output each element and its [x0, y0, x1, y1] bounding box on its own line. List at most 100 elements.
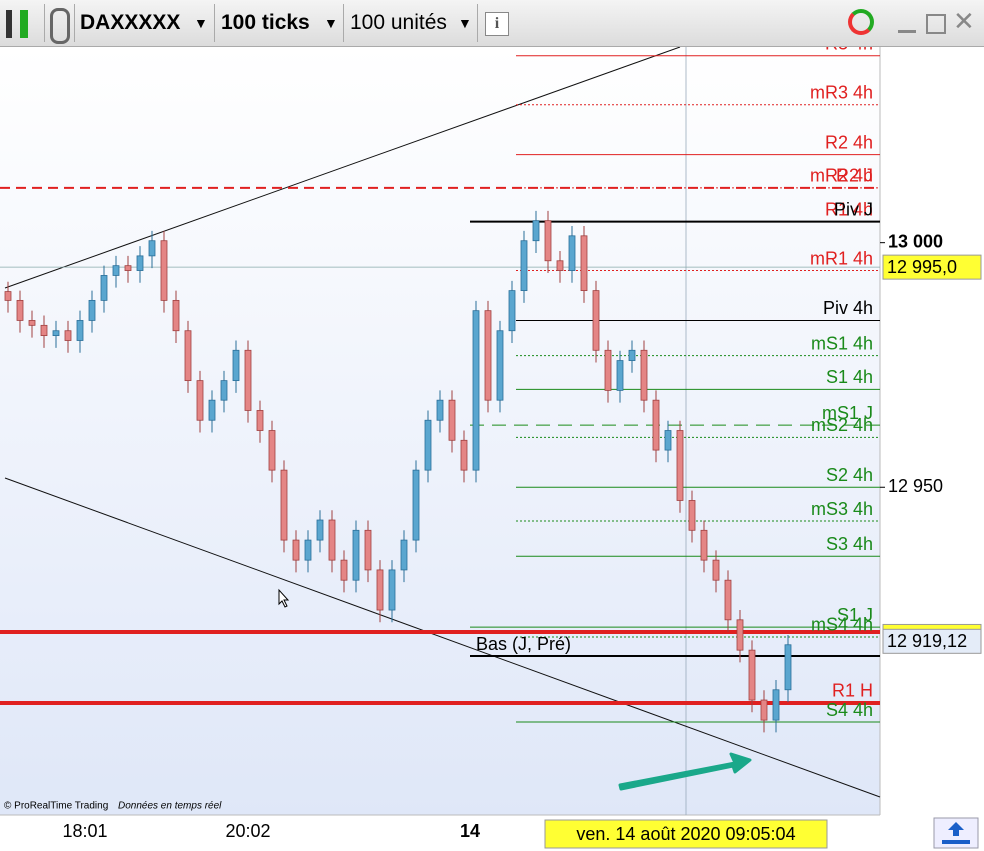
- candle-body: [124, 265, 132, 271]
- copyright: © ProRealTime Trading: [4, 801, 108, 812]
- minimize[interactable]: [898, 30, 916, 33]
- candle-body: [88, 299, 96, 321]
- candle-icon[interactable]: [6, 10, 42, 38]
- link-icon[interactable]: [50, 8, 70, 44]
- candle-body: [412, 469, 420, 541]
- candle-body: [172, 299, 180, 332]
- candle-body: [760, 699, 768, 721]
- candle-body: [376, 569, 384, 611]
- candle-body: [460, 439, 468, 471]
- scroll-icon: [942, 822, 970, 844]
- level-label: S1 4h: [826, 367, 873, 387]
- candle-body: [748, 649, 756, 701]
- close[interactable]: ✕: [953, 6, 975, 36]
- price-box-label: 12 919,12: [887, 631, 967, 651]
- candle-body: [676, 430, 684, 501]
- date-box: [544, 819, 828, 849]
- candle-body: [160, 240, 168, 301]
- candle-body: [640, 349, 648, 401]
- candle-body: [352, 529, 360, 581]
- candle-body: [112, 265, 120, 276]
- level-label: mS1 J: [822, 403, 873, 423]
- candle-body: [256, 410, 264, 431]
- price-box: [882, 254, 982, 280]
- note: Données en temps réel: [118, 801, 222, 812]
- x-tick-label: 14: [460, 821, 480, 841]
- candle-body: [712, 559, 720, 581]
- candle-body: [496, 330, 504, 401]
- candle-body: [280, 469, 288, 541]
- level-label: R2 J: [836, 166, 873, 186]
- x-tick-label: 18:01: [62, 821, 107, 841]
- level-label: mS3 4h: [811, 499, 873, 519]
- candle-body: [328, 519, 336, 561]
- level-label: mS2 4h: [811, 415, 873, 435]
- candle-body: [628, 349, 636, 361]
- maximize[interactable]: [926, 14, 946, 34]
- candle-body: [136, 255, 144, 271]
- candle-body: [532, 220, 540, 242]
- crosshair-date: ven. 14 août 2020 09:05:04: [576, 824, 795, 844]
- info-button[interactable]: i: [485, 12, 509, 36]
- level-label: mR2 4h: [810, 166, 873, 186]
- candle-body: [316, 519, 324, 541]
- candle-body: [340, 559, 348, 581]
- candle-body: [400, 539, 408, 571]
- candle-body: [688, 500, 696, 531]
- period[interactable]: 100 ticks: [221, 11, 310, 34]
- arrow: [618, 752, 752, 791]
- refresh-icon[interactable]: [848, 9, 874, 35]
- candle-body: [64, 330, 72, 341]
- level-label: R2 4h: [825, 132, 873, 152]
- candle-body: [76, 320, 84, 341]
- candle-body: [736, 619, 744, 651]
- candle-body: [436, 399, 444, 421]
- candle-body: [16, 299, 24, 321]
- candle-body: [220, 380, 228, 401]
- candle-body: [568, 235, 576, 271]
- dropdown: ▼: [458, 15, 472, 31]
- level-label: mR1 4h: [810, 248, 873, 268]
- candle-body: [364, 529, 372, 571]
- instrument[interactable]: DAXXXXX: [80, 11, 181, 34]
- trendline: [4, 47, 681, 289]
- candle-body: [664, 430, 672, 451]
- candle-body: [652, 399, 660, 451]
- candle-body: [184, 330, 192, 382]
- candle-body: [592, 290, 600, 351]
- candle-body: [700, 529, 708, 561]
- candle-body: [784, 644, 792, 691]
- candle-body: [388, 569, 396, 611]
- price-box-label: 12 995,0: [887, 257, 957, 277]
- candle-body: [28, 320, 36, 326]
- y-tick-label: 12 950: [888, 476, 943, 496]
- candle-body: [244, 349, 252, 411]
- candle-body: [616, 360, 624, 391]
- toolbar: DAXXXXX ▼ 100 ticks ▼ 100 unités ▼ i ✕: [0, 0, 984, 47]
- candle-body: [556, 260, 564, 271]
- candle-body: [724, 579, 732, 621]
- level-label: Piv J: [834, 199, 873, 219]
- candle-body: [772, 689, 780, 721]
- candle-body: [472, 310, 480, 471]
- dropdown: ▼: [194, 15, 208, 31]
- candle-body: [304, 539, 312, 561]
- candle-body: [544, 220, 552, 262]
- cursor: [278, 588, 290, 608]
- x-tick-label: 20:02: [225, 821, 270, 841]
- candle-body: [484, 310, 492, 401]
- candle-body: [208, 399, 216, 421]
- candle-body: [292, 539, 300, 561]
- level-label: mS4 4h: [811, 615, 873, 635]
- candle-body: [520, 240, 528, 292]
- level-label: S3 4h: [826, 534, 873, 554]
- y-tick-label: 13 000: [888, 231, 943, 251]
- level-label: R1 H: [832, 681, 873, 701]
- level-label: Bas (J, Pré): [476, 634, 571, 654]
- candle-body: [232, 349, 240, 382]
- units[interactable]: 100 unités: [350, 11, 447, 34]
- level-label: Piv 4h: [823, 298, 873, 318]
